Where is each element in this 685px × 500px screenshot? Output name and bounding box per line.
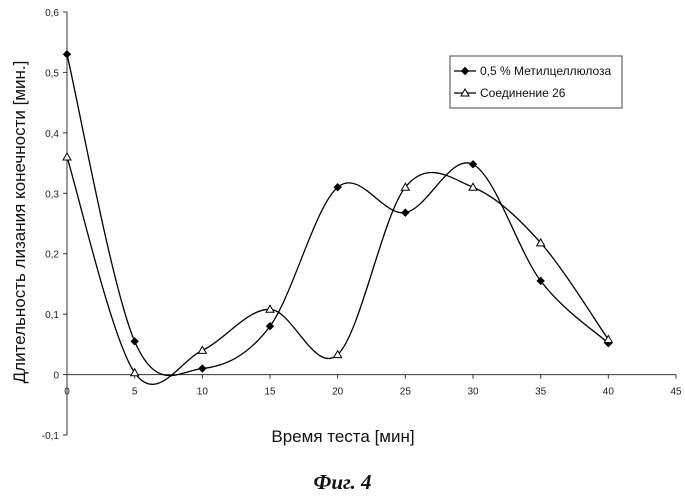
x-tick-label: 35 bbox=[535, 387, 547, 398]
x-tick-label: 15 bbox=[264, 387, 276, 398]
data-point bbox=[470, 161, 477, 168]
x-tick-label: 25 bbox=[400, 387, 412, 398]
x-tick-label: 5 bbox=[132, 387, 138, 398]
data-point bbox=[402, 209, 409, 216]
y-tick-label: 0,1 bbox=[45, 310, 59, 321]
data-point bbox=[64, 51, 71, 58]
y-tick-label: 0,3 bbox=[45, 189, 59, 200]
y-tick-label: 0,6 bbox=[45, 8, 59, 19]
legend: 0,5 % Метилцеллюлоза Соединение 26 bbox=[450, 56, 622, 108]
y-tick-label: 0,5 bbox=[45, 68, 59, 79]
y-tick-label: 0 bbox=[53, 371, 59, 382]
data-point bbox=[199, 365, 206, 372]
y-tick-label: -0,1 bbox=[42, 431, 60, 442]
legend-entry-label: Соединение 26 bbox=[480, 86, 566, 100]
y-axis-title: Длительность лизания конечности [мин.] bbox=[10, 61, 29, 384]
x-tick-label: 40 bbox=[603, 387, 615, 398]
x-tick-label: 0 bbox=[64, 387, 70, 398]
y-tick-label: 0,2 bbox=[45, 250, 59, 261]
data-point bbox=[63, 153, 71, 160]
x-tick-label: 10 bbox=[197, 387, 209, 398]
data-point bbox=[131, 369, 139, 376]
x-tick-label: 20 bbox=[332, 387, 344, 398]
data-point bbox=[131, 338, 138, 345]
figure-caption: Фиг. 4 bbox=[0, 470, 685, 495]
y-tick-label: 0,4 bbox=[45, 129, 59, 140]
x-axis-title: Время теста [мин] bbox=[271, 427, 414, 446]
data-point bbox=[604, 336, 612, 343]
data-point bbox=[198, 346, 206, 353]
legend-entry-label: 0,5 % Метилцеллюлоза bbox=[480, 64, 612, 78]
x-tick-label: 30 bbox=[467, 387, 479, 398]
x-tick-label: 45 bbox=[670, 387, 682, 398]
